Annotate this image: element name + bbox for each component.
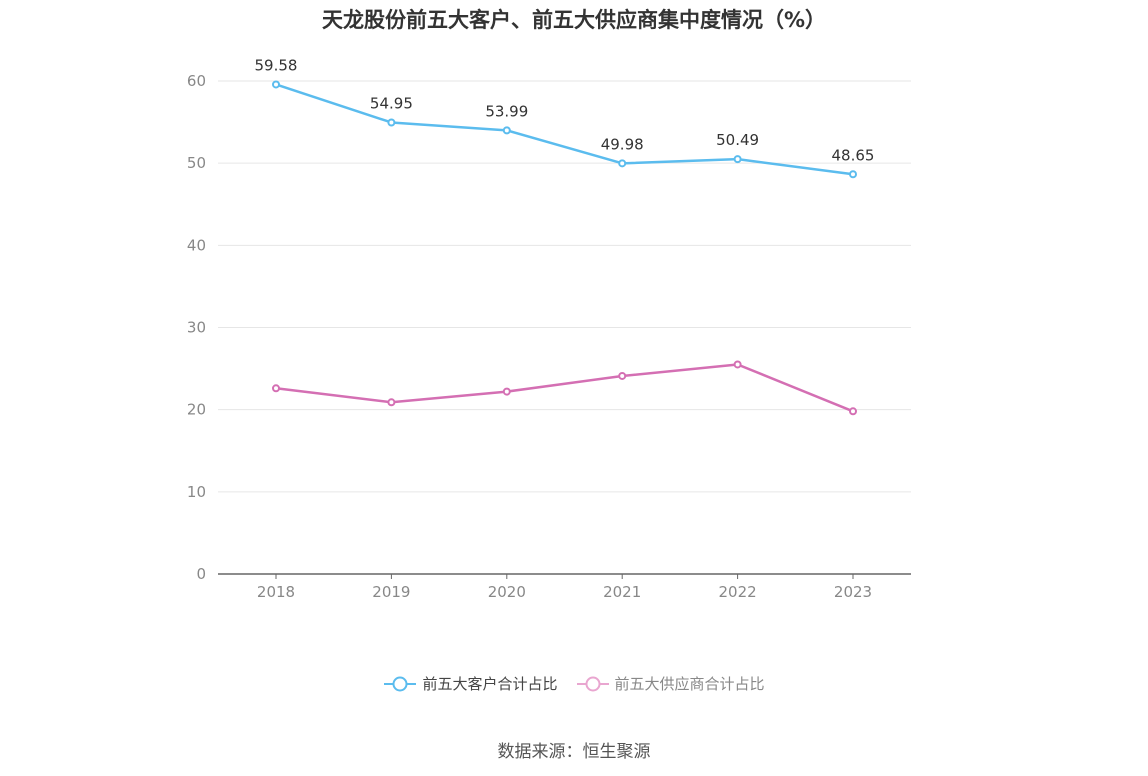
- x-tick-label: 2023: [834, 583, 872, 601]
- data-label: 53.99: [485, 102, 528, 120]
- y-tick-label: 30: [187, 319, 206, 337]
- y-tick-label: 20: [187, 401, 206, 419]
- legend-item-suppliers[interactable]: 前五大供应商合计占比: [576, 673, 765, 694]
- data-point: [733, 155, 742, 164]
- data-label: 54.95: [370, 94, 413, 112]
- data-label: 49.98: [601, 135, 644, 153]
- x-tick-label: 2018: [257, 583, 295, 601]
- y-tick-label: 60: [187, 72, 206, 90]
- series-line-1: [275, 83, 854, 176]
- y-tick-label: 0: [196, 565, 206, 583]
- data-point: [849, 407, 857, 416]
- data-point: [272, 80, 280, 89]
- data-point: [387, 118, 396, 127]
- x-tick-label: 2019: [372, 583, 410, 601]
- data-point: [502, 387, 511, 396]
- data-point: [502, 126, 511, 135]
- series-line-2: [275, 363, 854, 413]
- legend-marker-customers-icon: [384, 676, 417, 691]
- legend-item-customers[interactable]: 前五大客户合计占比: [383, 673, 558, 694]
- y-tick-label: 50: [187, 154, 206, 172]
- y-tick-label: 10: [187, 483, 206, 501]
- data-point: [618, 371, 627, 380]
- data-point: [387, 398, 396, 407]
- chart-title: 天龙股份前五大客户、前五大供应商集中度情况（%）: [321, 8, 827, 32]
- x-tick-label: 2022: [719, 583, 757, 601]
- legend-label-customers: 前五大客户合计占比: [422, 675, 558, 693]
- legend-marker-suppliers-icon: [576, 676, 609, 691]
- data-point: [272, 384, 280, 393]
- data-point: [733, 360, 742, 369]
- data-label: 59.58: [255, 56, 298, 74]
- y-tick-label: 40: [187, 236, 206, 254]
- x-tick-label: 2021: [603, 583, 641, 601]
- data-label: 48.65: [832, 146, 875, 164]
- line-chart: 0 10 20 30 40 50 60 2018 2019 2020 2021 2022 2023 59.…: [187, 56, 911, 601]
- data-point: [849, 170, 857, 179]
- data-label: 50.49: [716, 131, 759, 149]
- source-note: 数据来源：恒生聚源: [497, 742, 651, 762]
- legend-label-suppliers: 前五大供应商合计占比: [614, 675, 765, 693]
- x-tick-label: 2020: [488, 583, 526, 601]
- data-point: [618, 159, 627, 168]
- legend: 前五大客户合计占比 前五大供应商合计占比: [0, 673, 1148, 694]
